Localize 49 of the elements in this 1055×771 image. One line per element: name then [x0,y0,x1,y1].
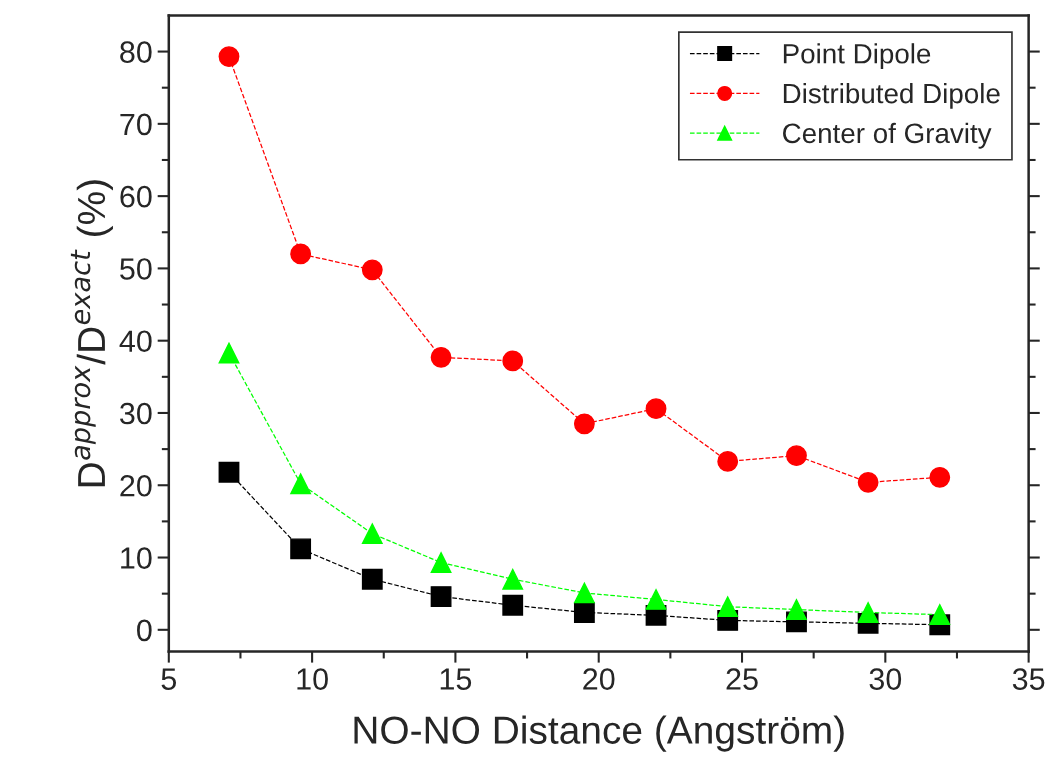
y-tick-label: 20 [120,474,152,497]
x-tick-label: 35 [1012,668,1045,690]
point [857,471,879,493]
point [717,450,739,472]
point [786,445,807,467]
y-axis-title: D$^{approx}$/D$^{exact}$ (%) [70,180,113,487]
legend-label: Center of Gravity [783,122,992,149]
x-tick-label: 5 [161,668,177,690]
point [929,466,951,488]
point [786,599,807,620]
point [290,243,312,265]
point [502,594,524,616]
point [290,538,312,560]
point [430,586,452,607]
point [717,596,739,618]
y-tick-label: 0 [137,619,152,642]
point [218,342,240,364]
y-tick-label: 60 [120,185,152,208]
point [361,259,383,281]
x-tick-label: 15 [440,668,472,690]
y-tick-label: 10 [121,547,152,569]
point [361,523,383,545]
point [290,473,312,495]
point [361,568,383,590]
point [929,604,951,626]
point [218,461,240,483]
point [645,589,667,610]
point [218,46,240,68]
x-tick-label: 25 [726,668,758,690]
y-tick-label: 30 [120,402,152,425]
point [502,568,524,590]
point [573,413,595,435]
x-tick-label: 30 [869,668,902,690]
x-axis-title: NO-NO Distance (Angström) [354,715,844,752]
point [645,398,667,420]
point [502,350,524,372]
point [573,602,595,623]
legend-label: Point Dipole [783,43,931,70]
y-tick-label: 50 [120,258,152,280]
point [573,582,595,604]
legend-label: Distributed Dipole [783,82,1000,109]
point [430,552,452,574]
y-tick-label: 40 [119,330,152,353]
x-tick-label: 10 [297,668,328,690]
point [857,602,879,623]
x-tick-label: 20 [583,668,615,690]
point [430,346,452,368]
y-tick-label: 80 [120,41,152,63]
y-tick-label: 70 [120,113,152,136]
